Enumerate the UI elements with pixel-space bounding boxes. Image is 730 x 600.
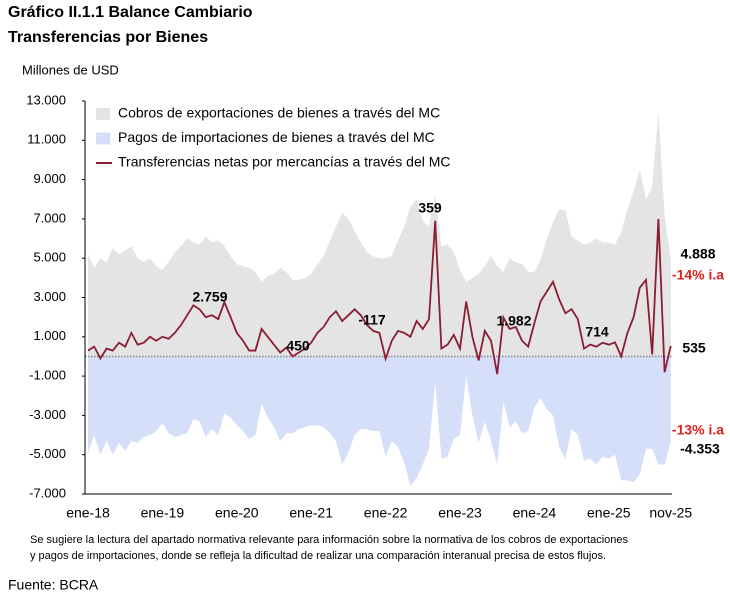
y-tick-label: -7.000 <box>29 485 66 500</box>
annotation: 1.982 <box>496 313 531 329</box>
note: Se sugiere la lectura del apartado norma… <box>30 534 629 546</box>
annotation: 535 <box>682 340 706 356</box>
x-tick-label: ene-22 <box>364 505 408 521</box>
x-tick-label: ene-25 <box>587 505 631 521</box>
x-tick-label: ene-24 <box>513 505 557 521</box>
source: Fuente: BCRA <box>8 577 99 593</box>
annotation: 714 <box>585 324 609 340</box>
y-tick-label: 5.000 <box>33 250 66 265</box>
x-tick-label: ene-21 <box>289 505 333 521</box>
legend-label: Cobros de exportaciones de bienes a trav… <box>118 105 440 121</box>
y-tick-label: -5.000 <box>29 446 66 461</box>
x-tick-label: ene-18 <box>66 505 110 521</box>
x-tick-label: ene-23 <box>438 505 482 521</box>
x-tick-label: nov-25 <box>649 505 692 521</box>
y-tick-label: 1.000 <box>33 328 66 343</box>
annotation: 4.888 <box>680 246 715 262</box>
legend-label: Pagos de importaciones de bienes a travé… <box>118 129 435 145</box>
annotation: -4.353 <box>680 441 720 457</box>
y-tick-label: 11.000 <box>27 132 66 147</box>
x-tick-label: ene-19 <box>141 505 185 521</box>
annotation: -13% i.a <box>672 422 724 438</box>
legend-swatch <box>96 132 110 145</box>
legend-swatch <box>96 108 110 120</box>
line <box>87 218 672 375</box>
annotation: 450 <box>286 338 310 354</box>
y-tick-label: -3.000 <box>29 407 66 422</box>
y-tick-label: 7.000 <box>33 210 66 225</box>
y-tick-label: 9.000 <box>33 171 66 186</box>
x-tick-label: ene-20 <box>215 505 259 521</box>
chart-title: Gráfico II.1.1 Balance Cambiario <box>8 4 253 21</box>
annotation: 2.759 <box>192 289 227 305</box>
note: y pagos de importaciones, donde se refle… <box>30 550 606 562</box>
legend-label: Transferencias netas por mercancías a tr… <box>118 154 451 170</box>
y-tick-label: 13.000 <box>26 92 66 107</box>
annotation: -117 <box>358 312 385 328</box>
annotation: -14% i.a <box>672 267 724 283</box>
y-tick-label: -1.000 <box>29 368 66 383</box>
y-axis-label: Millones de USD <box>22 62 119 77</box>
y-tick-label: 3.000 <box>33 289 66 304</box>
chart-subtitle: Transferencias por Bienes <box>8 29 208 46</box>
area <box>88 110 671 357</box>
area <box>88 356 671 487</box>
annotation: 359 <box>418 200 442 216</box>
